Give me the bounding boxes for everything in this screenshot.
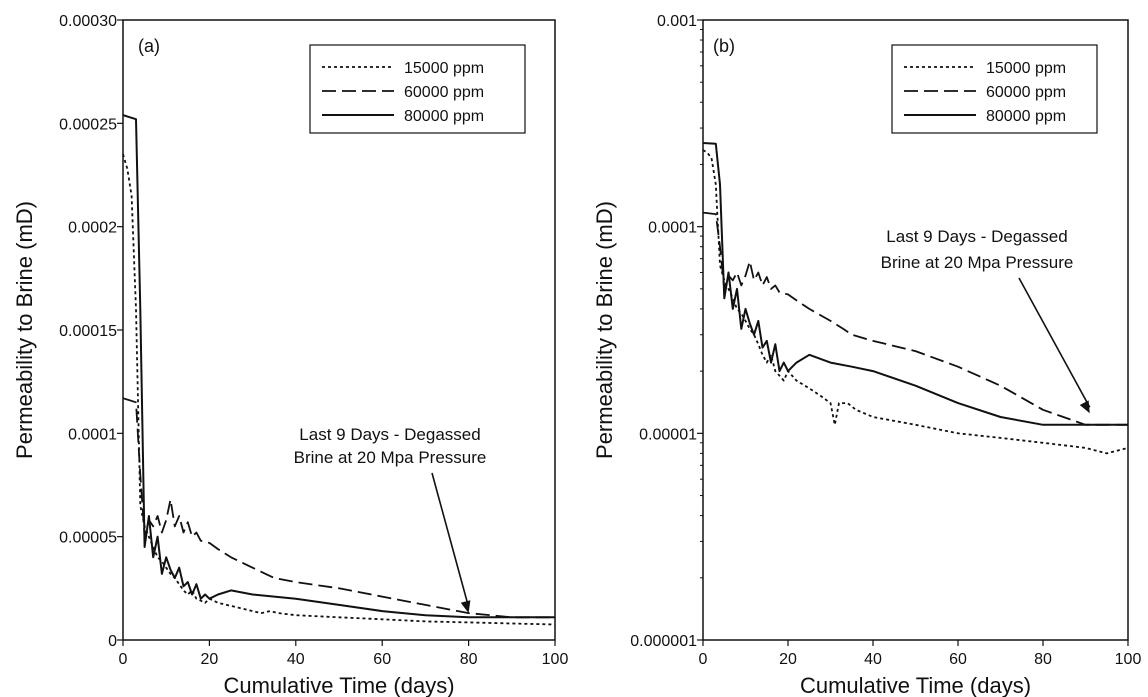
panel-label: (b) <box>713 36 735 56</box>
series-line-60000-ppm <box>702 211 1128 426</box>
plot-frame <box>702 19 1129 641</box>
series-line-15000-ppm <box>122 154 556 626</box>
legend-box <box>891 44 1098 134</box>
x-tick-label: 80 <box>460 651 478 668</box>
y-tick-label: 0.000001 <box>630 633 697 650</box>
y-tick-label: 0.0002 <box>68 220 117 237</box>
y-tick-label: 0.00001 <box>639 426 697 443</box>
y-tick-label: 0 <box>108 633 117 650</box>
y-tick-label: 0.00015 <box>59 323 117 340</box>
annotation-arrow-shaft <box>431 472 470 608</box>
legend-box <box>309 44 526 134</box>
x-tick-label: 60 <box>949 651 967 668</box>
x-tick-label: 40 <box>864 651 882 668</box>
x-tick-label: 0 <box>699 651 708 668</box>
y-tick-label: 0.00005 <box>59 530 117 547</box>
y-tick-label: 0.0001 <box>648 220 697 237</box>
legend: 15000 ppm 60000 ppm 80000 ppm <box>891 44 1098 134</box>
legend-label: 60000 ppm <box>986 84 1066 101</box>
series-line-80000-ppm <box>122 114 555 619</box>
x-axis-title: Cumulative Time (days) <box>223 673 454 697</box>
chart-panel-a: 0 20 40 60 80 100 0 0.00005 0.0001 0.00015 0.0002 0… <box>12 13 568 697</box>
x-tick-label: 80 <box>1034 651 1052 668</box>
annotation-line2: Brine at 20 Mpa Pressure <box>294 448 487 467</box>
x-tick-label: 0 <box>119 651 128 668</box>
annotation-arrow-shaft <box>1018 277 1091 408</box>
x-axis-title: Cumulative Time (days) <box>800 673 1031 697</box>
legend-label: 15000 ppm <box>404 60 484 77</box>
annotation-line2: Brine at 20 Mpa Pressure <box>881 253 1074 272</box>
y-tick-label: 0.0001 <box>68 426 117 443</box>
x-tick-label: 40 <box>287 651 305 668</box>
y-tick-label: 0.00030 <box>59 13 117 30</box>
panel-label: (a) <box>138 36 160 56</box>
legend-label: 80000 ppm <box>986 108 1066 125</box>
y-axis-title: Permeability to Brine (mD) <box>592 201 617 459</box>
annotation-arrow-head <box>460 600 471 614</box>
legend-label: 80000 ppm <box>404 108 484 125</box>
legend: 15000 ppm 60000 ppm 80000 ppm <box>309 44 526 134</box>
legend-label: 15000 ppm <box>986 60 1066 77</box>
x-tick-label: 20 <box>201 651 219 668</box>
y-axis-title: Permeability to Brine (mD) <box>12 201 37 459</box>
x-tick-label: 100 <box>1115 651 1142 668</box>
annotation-line1: Last 9 Days - Degassed <box>886 227 1067 246</box>
series-line-60000-ppm <box>122 397 555 619</box>
x-tick-label: 20 <box>779 651 797 668</box>
y-tick-label: 0.001 <box>657 13 697 30</box>
series-line-15000-ppm <box>702 149 1129 455</box>
annotation-arrow-head <box>1079 400 1090 414</box>
y-tick-label: 0.00025 <box>59 116 117 133</box>
chart-panel-b: 0 20 40 60 80 100 0.000001 0.00001 0.0001 0.001 Cu… <box>592 13 1141 697</box>
legend-label: 60000 ppm <box>404 84 484 101</box>
series-line-80000-ppm <box>702 142 1128 426</box>
x-tick-label: 100 <box>542 651 569 668</box>
annotation-line1: Last 9 Days - Degassed <box>299 425 480 444</box>
x-tick-label: 60 <box>373 651 391 668</box>
